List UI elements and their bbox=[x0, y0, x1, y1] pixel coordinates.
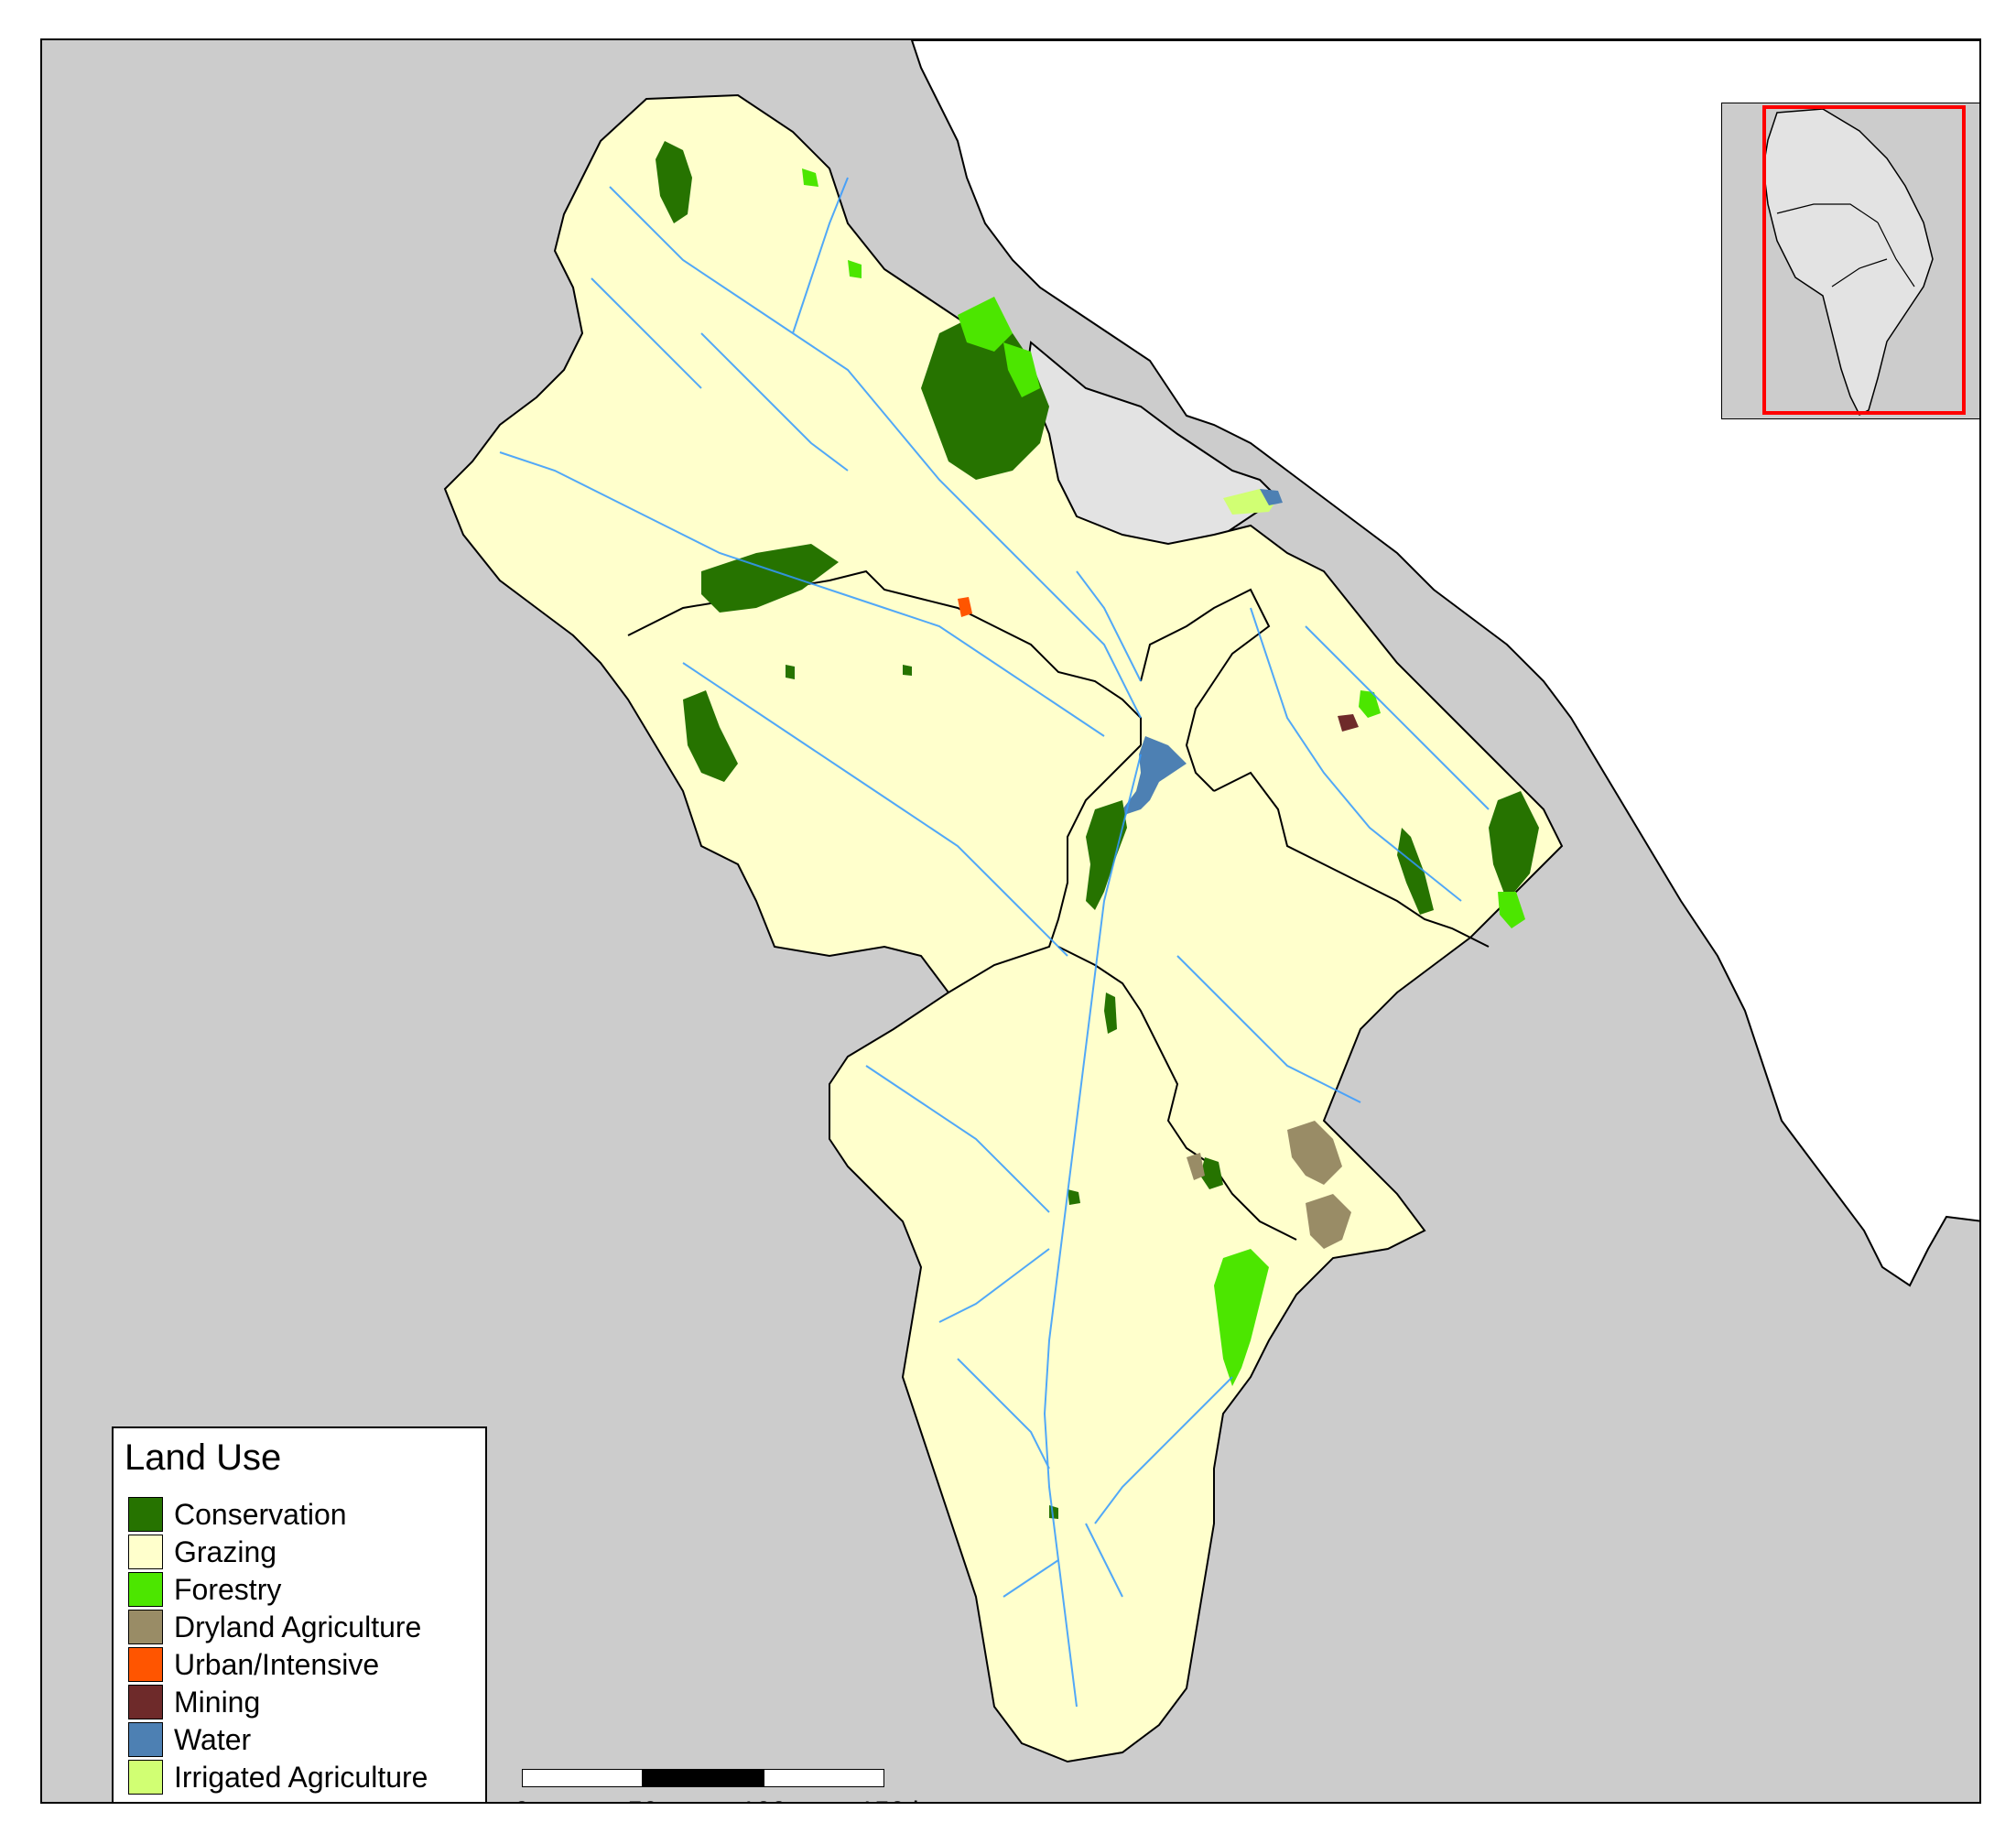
scale-label-0: 0 bbox=[515, 1796, 530, 1802]
legend-item-dryland-agriculture: Dryland Agriculture bbox=[128, 1609, 421, 1645]
legend-label: Grazing bbox=[174, 1535, 277, 1568]
legend-item-forestry: Forestry bbox=[128, 1571, 281, 1608]
legend-item-mining: Mining bbox=[128, 1684, 260, 1720]
legend-swatch bbox=[128, 1685, 163, 1719]
legend-item-conservation: Conservation bbox=[128, 1496, 347, 1533]
legend-label: Urban/Intensive bbox=[174, 1647, 380, 1681]
scale-label-150: 150 km bbox=[859, 1796, 948, 1802]
main-map[interactable] bbox=[42, 40, 1981, 1804]
inset-extent-frame bbox=[1762, 105, 1966, 415]
legend-swatch bbox=[128, 1647, 163, 1682]
legend-label: Dryland Agriculture bbox=[174, 1610, 422, 1643]
scale-segment-2 bbox=[643, 1769, 764, 1787]
legend-label: Water bbox=[174, 1722, 252, 1756]
inset-map[interactable] bbox=[1721, 103, 1979, 419]
legend-swatch bbox=[128, 1610, 163, 1644]
coastal-land bbox=[910, 40, 1979, 1287]
inset-svg bbox=[1762, 105, 1966, 417]
legend-label: Mining bbox=[174, 1685, 261, 1719]
scale-segment-3 bbox=[764, 1769, 884, 1787]
legend-label: Conservation bbox=[174, 1497, 347, 1531]
scale-label-50: 50 bbox=[627, 1796, 657, 1802]
catchment-grazing bbox=[443, 93, 1564, 1763]
land-use-patches bbox=[656, 141, 1539, 1519]
legend-item-grazing: Grazing bbox=[128, 1534, 276, 1570]
legend: Land Use Conservation Grazing Forestry D… bbox=[112, 1426, 487, 1802]
legend-item-urban-intensive: Urban/Intensive bbox=[128, 1646, 379, 1683]
inset-catchment bbox=[1762, 108, 1934, 417]
map-frame: Land Use Conservation Grazing Forestry D… bbox=[40, 38, 1981, 1804]
legend-swatch bbox=[128, 1572, 163, 1607]
scale-label-100: 100 bbox=[741, 1796, 786, 1802]
scale-bar: 0 50 100 150 km bbox=[515, 1762, 949, 1802]
river-network bbox=[499, 177, 1490, 1708]
legend-swatch bbox=[128, 1722, 163, 1757]
scale-segment-1 bbox=[522, 1769, 643, 1787]
inset-boundaries bbox=[1776, 203, 1915, 287]
legend-item-irrigated-agriculture: Irrigated Agriculture bbox=[128, 1759, 428, 1795]
legend-label: Irrigated Agriculture bbox=[174, 1760, 428, 1794]
legend-item-water: Water bbox=[128, 1721, 251, 1758]
legend-label: Forestry bbox=[174, 1572, 282, 1606]
legend-title: Land Use bbox=[125, 1437, 282, 1478]
legend-swatch bbox=[128, 1760, 163, 1795]
legend-swatch bbox=[128, 1535, 163, 1569]
legend-swatch bbox=[128, 1497, 163, 1532]
